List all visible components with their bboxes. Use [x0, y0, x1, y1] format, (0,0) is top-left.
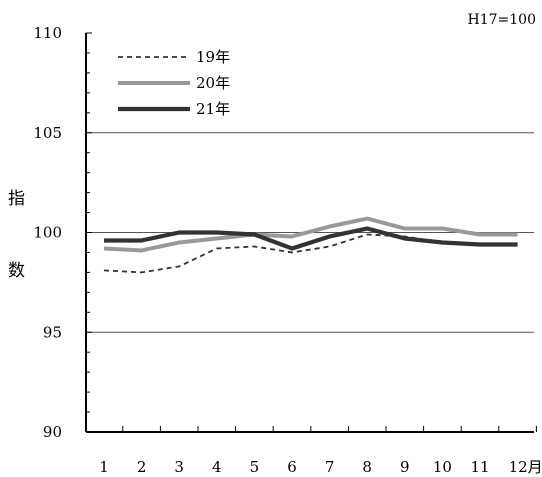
index-base-note: H17=100	[468, 12, 536, 28]
series-line-2	[103, 216, 518, 253]
y-axis-label-bottom: 数	[8, 261, 25, 281]
legend: 19年 20年 21年	[118, 48, 230, 118]
x-tick-label: 5	[250, 458, 260, 476]
x-tick-label: 11	[470, 458, 489, 476]
series-line-3	[104, 226, 518, 251]
x-axis-ticks: 1 2 3 4 5 6 7 8 9 10 11 12月	[99, 426, 542, 476]
x-tick-label: 6	[287, 458, 297, 476]
x-tick-label: 10	[433, 458, 452, 476]
legend-label-1: 19年	[196, 48, 230, 66]
y-tick-label: 90	[43, 423, 62, 441]
x-tick-label: 1	[99, 458, 109, 476]
y-axis-label-top: 指	[8, 189, 25, 209]
series-line-1	[103, 233, 518, 274]
legend-label-3: 21年	[196, 100, 230, 118]
y-axis-ticks: 90 95 100 105 110	[33, 24, 92, 441]
x-tick-label: 3	[174, 458, 184, 476]
x-tick-label: 2	[137, 458, 147, 476]
y-tick-label: 95	[43, 323, 62, 341]
y-tick-label: 100	[33, 224, 62, 242]
series-lines	[103, 216, 518, 274]
y-tick-label: 105	[33, 124, 62, 142]
x-tick-label: 4	[212, 458, 222, 476]
legend-label-2: 20年	[196, 74, 230, 92]
x-tick-label: 12月	[509, 458, 542, 476]
y-tick-label: 110	[33, 24, 62, 42]
x-tick-label: 7	[325, 458, 335, 476]
x-tick-label: 8	[362, 458, 372, 476]
x-tick-label: 9	[400, 458, 410, 476]
